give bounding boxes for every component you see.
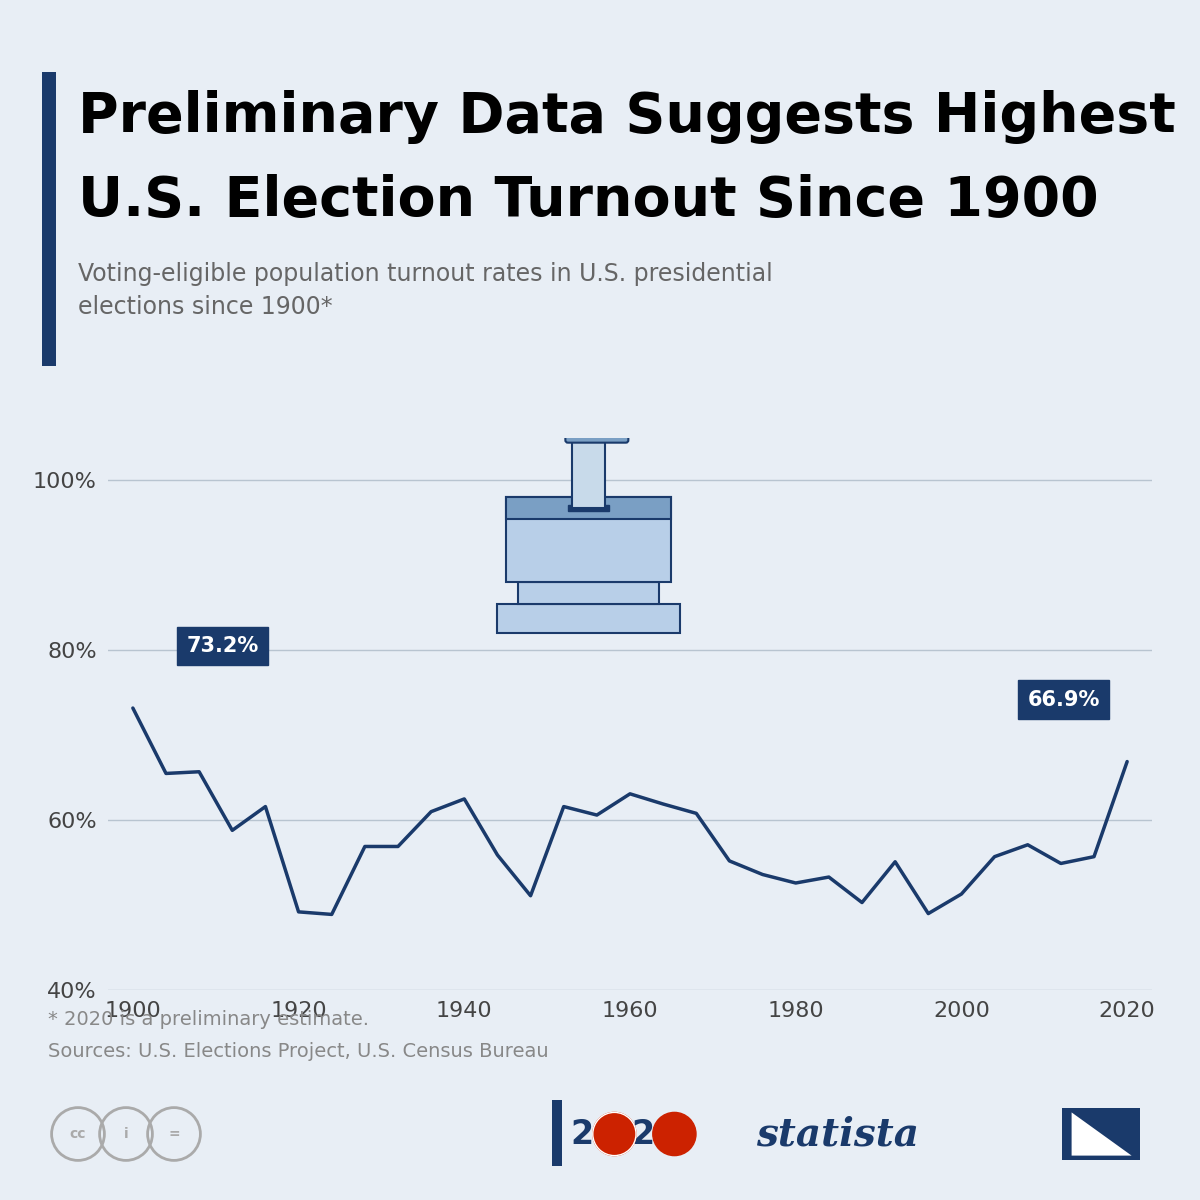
- FancyBboxPatch shape: [518, 582, 659, 604]
- Text: =: =: [168, 1127, 180, 1141]
- FancyBboxPatch shape: [565, 395, 629, 443]
- FancyBboxPatch shape: [498, 604, 679, 634]
- Text: 2: 2: [570, 1117, 593, 1151]
- Text: 66.9%: 66.9%: [1027, 690, 1100, 709]
- Ellipse shape: [571, 385, 623, 410]
- Text: Voting-eligible population turnout rates in U.S. presidential
elections since 19: Voting-eligible population turnout rates…: [78, 262, 773, 319]
- FancyBboxPatch shape: [605, 350, 647, 394]
- FancyBboxPatch shape: [568, 505, 610, 511]
- FancyBboxPatch shape: [505, 498, 672, 582]
- Text: 2: 2: [631, 1117, 654, 1151]
- Text: cc: cc: [70, 1127, 86, 1141]
- Text: Preliminary Data Suggests Highest: Preliminary Data Suggests Highest: [78, 90, 1176, 144]
- Text: statista: statista: [756, 1115, 919, 1153]
- Text: U.S. Election Turnout Since 1900: U.S. Election Turnout Since 1900: [78, 174, 1099, 228]
- Polygon shape: [539, 394, 572, 427]
- FancyBboxPatch shape: [572, 432, 605, 508]
- FancyBboxPatch shape: [505, 498, 672, 518]
- Text: i: i: [124, 1127, 128, 1141]
- Text: Sources: U.S. Elections Project, U.S. Census Bureau: Sources: U.S. Elections Project, U.S. Ce…: [48, 1042, 548, 1061]
- Text: 73.2%: 73.2%: [187, 636, 259, 656]
- Text: * 2020 is a preliminary estimate.: * 2020 is a preliminary estimate.: [48, 1010, 370, 1030]
